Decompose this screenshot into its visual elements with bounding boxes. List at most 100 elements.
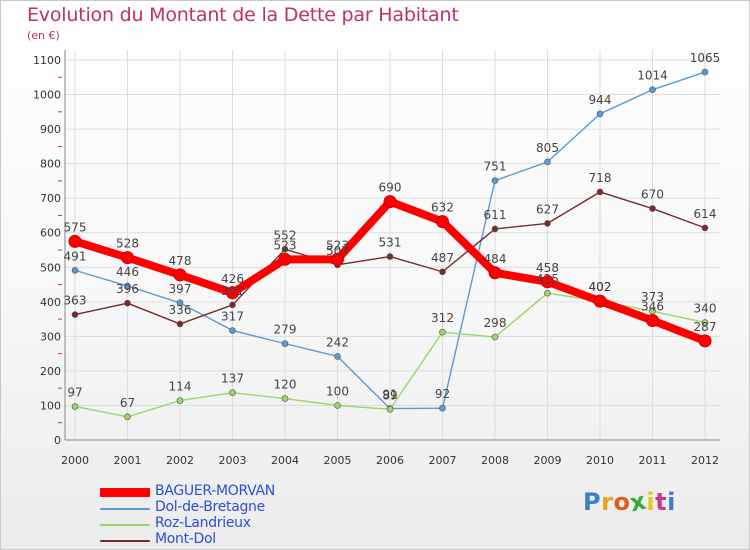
- data-label-dol-de-bretagne: 1065: [690, 51, 721, 65]
- logo-letter: o: [613, 488, 631, 516]
- data-point-roz-landrieux: [701, 319, 709, 326]
- data-point-baguer-morvan: [436, 215, 449, 229]
- data-label-mont-dol: 336: [169, 303, 192, 317]
- data-label-dol-de-bretagne: 805: [536, 141, 559, 155]
- data-point-roz-landrieux: [281, 395, 289, 402]
- data-label-roz-landrieux: 100: [326, 384, 349, 398]
- data-point-mont-dol: [491, 225, 499, 233]
- data-point-baguer-morvan: [646, 313, 659, 327]
- data-point-baguer-morvan: [278, 252, 292, 266]
- data-point-baguer-morvan: [593, 294, 607, 308]
- data-point-dol-de-bretagne: [596, 110, 604, 118]
- data-label-dol-de-bretagne: 91: [382, 388, 397, 402]
- data-point-dol-de-bretagne: [544, 158, 551, 166]
- data-point-roz-landrieux: [439, 328, 446, 336]
- x-tick-label: 2005: [324, 454, 352, 467]
- data-point-dol-de-bretagne: [649, 86, 656, 94]
- data-point-mont-dol: [124, 299, 131, 307]
- y-tick-label: 1100: [33, 54, 61, 67]
- x-tick-label: 2011: [639, 454, 667, 467]
- data-point-roz-landrieux: [491, 333, 499, 341]
- data-point-mont-dol: [229, 301, 236, 309]
- data-label-roz-landrieux: 97: [67, 385, 82, 399]
- legend-swatch: [100, 508, 150, 510]
- x-tick-label: 2006: [376, 454, 404, 467]
- x-tick-label: 2001: [114, 454, 142, 467]
- data-point-baguer-morvan: [68, 234, 82, 248]
- data-label-mont-dol: 363: [64, 294, 87, 308]
- data-label-mont-dol: 396: [116, 282, 139, 296]
- y-tick-label: 500: [40, 261, 61, 274]
- data-point-baguer-morvan: [698, 334, 712, 348]
- data-label-roz-landrieux: 425: [536, 272, 559, 286]
- data-label-dol-de-bretagne: 92: [435, 387, 450, 401]
- data-label-dol-de-bretagne: 944: [589, 93, 612, 107]
- data-label-dol-de-bretagne: 317: [221, 309, 244, 323]
- data-label-roz-landrieux: 114: [169, 380, 192, 394]
- data-label-mont-dol: 507: [326, 244, 349, 258]
- data-label-roz-landrieux: 67: [120, 396, 135, 410]
- x-tick-label: 2010: [586, 454, 614, 467]
- data-point-dol-de-bretagne: [439, 404, 446, 412]
- data-label-mont-dol: 718: [589, 171, 612, 185]
- data-point-dol-de-bretagne: [71, 267, 79, 274]
- y-tick-label: 0: [54, 434, 61, 447]
- x-tick-label: 2003: [219, 454, 247, 467]
- y-tick-label: 800: [40, 158, 61, 171]
- logo-letter: i: [646, 488, 656, 516]
- data-label-baguer-morvan: 690: [379, 181, 402, 195]
- data-point-baguer-morvan: [383, 195, 397, 209]
- y-tick-label: 100: [40, 399, 61, 412]
- legend-swatch: [100, 488, 150, 497]
- data-label-dol-de-bretagne: 397: [169, 282, 192, 296]
- data-point-roz-landrieux: [544, 289, 551, 297]
- data-point-roz-landrieux: [334, 402, 341, 409]
- logo-letter: P: [583, 488, 602, 516]
- data-point-dol-de-bretagne: [701, 68, 709, 76]
- data-point-mont-dol: [439, 268, 446, 276]
- data-point-baguer-morvan: [331, 252, 344, 266]
- chart-title: Evolution du Montant de la Dette par Hab…: [27, 4, 459, 26]
- data-label-roz-landrieux: 137: [221, 372, 244, 386]
- y-tick-label: 900: [40, 123, 61, 136]
- data-label-roz-landrieux: 402: [589, 280, 612, 294]
- y-tick-label: 200: [40, 365, 61, 378]
- data-point-mont-dol: [176, 320, 184, 328]
- data-label-roz-landrieux: 373: [641, 290, 664, 304]
- x-tick-label: 2004: [271, 454, 299, 467]
- data-label-roz-landrieux: 89: [382, 388, 397, 402]
- data-point-dol-de-bretagne: [281, 340, 289, 347]
- data-label-baguer-morvan: 287: [694, 320, 717, 334]
- data-label-dol-de-bretagne: 1014: [637, 69, 668, 83]
- data-label-roz-landrieux: 340: [694, 302, 717, 316]
- data-point-mont-dol: [544, 220, 551, 227]
- y-tick-label: 700: [40, 192, 61, 205]
- data-label-baguer-morvan: 528: [116, 237, 139, 251]
- data-label-mont-dol: 627: [536, 202, 559, 216]
- chart-subtitle: (en €): [27, 29, 60, 42]
- data-point-mont-dol: [71, 311, 79, 318]
- x-tick-label: 2008: [481, 454, 509, 467]
- data-label-baguer-morvan: 402: [589, 280, 612, 294]
- data-point-roz-landrieux: [386, 405, 394, 413]
- y-tick-label: 1000: [33, 89, 61, 102]
- x-tick-label: 2007: [429, 454, 457, 467]
- data-label-mont-dol: 611: [484, 208, 507, 222]
- logo-letter: i: [667, 488, 676, 516]
- x-tick-label: 2000: [61, 454, 89, 467]
- legend-label: BAGUER-MORVAN: [155, 483, 275, 499]
- data-label-dol-de-bretagne: 279: [274, 323, 297, 337]
- x-tick-label: 2002: [166, 454, 194, 467]
- data-label-mont-dol: 487: [431, 251, 454, 265]
- legend-swatch: [100, 524, 150, 526]
- data-point-baguer-morvan: [121, 251, 134, 265]
- data-label-roz-landrieux: 298: [484, 316, 507, 330]
- data-point-roz-landrieux: [71, 403, 79, 410]
- data-point-mont-dol: [701, 224, 709, 232]
- legend-label: Mont-Dol: [155, 531, 216, 547]
- data-label-baguer-morvan: 523: [274, 238, 297, 252]
- data-label-baguer-morvan: 478: [169, 254, 192, 268]
- data-label-mont-dol: 670: [641, 188, 664, 202]
- data-point-roz-landrieux: [124, 413, 131, 421]
